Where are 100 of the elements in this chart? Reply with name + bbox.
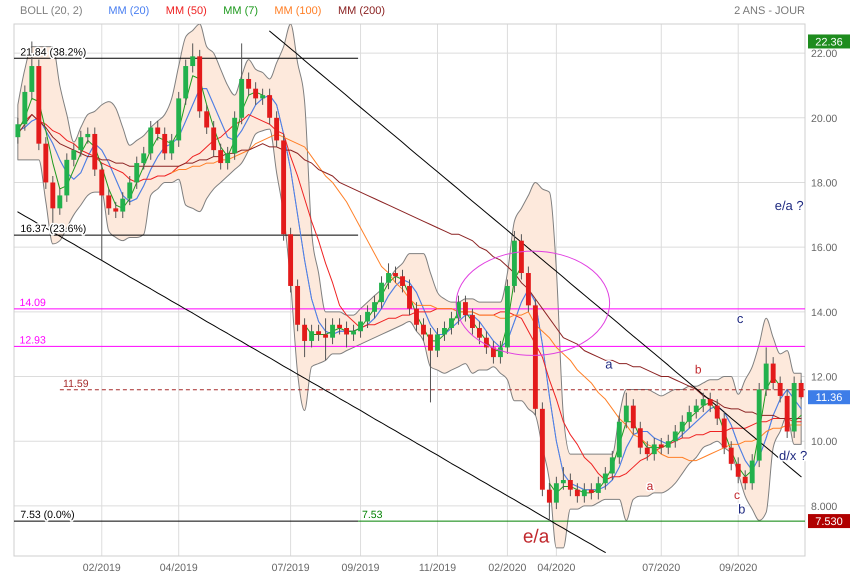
- candlestick: [365, 304, 370, 328]
- candlestick: [574, 482, 580, 504]
- candlestick: [644, 440, 650, 462]
- chart-subtitle: 2 ANS - JOUR: [734, 5, 806, 17]
- candlestick: [162, 126, 168, 160]
- candlestick: [372, 295, 377, 319]
- candlestick: [700, 392, 706, 413]
- ref-line-label: 16.37 (23.6%): [20, 223, 86, 236]
- text: MM (7): [223, 5, 258, 17]
- candlestick: [344, 321, 350, 348]
- text: BOLL (20, 2): [20, 5, 83, 17]
- ref-line-label: 7.53 (0.0%): [20, 509, 75, 522]
- y-tick-label: 8.000: [811, 500, 838, 513]
- y-tick-label: 14.00: [811, 306, 838, 319]
- candlestick: [358, 314, 363, 338]
- candlestick: [393, 266, 398, 284]
- candlestick: [610, 450, 615, 480]
- candlestick: [680, 414, 685, 438]
- annotation: e/a ?: [774, 198, 804, 214]
- candlestick: [624, 392, 629, 429]
- annotation: b: [694, 362, 702, 377]
- ref-line-label: 11.59: [63, 378, 89, 390]
- candlestick: [778, 376, 783, 403]
- candlestick: [421, 318, 426, 342]
- candlestick: [134, 156, 140, 190]
- y-tick-label: 20.00: [811, 112, 838, 125]
- annotation: a: [646, 479, 654, 494]
- annotation: b: [738, 501, 746, 516]
- candlestick: [484, 330, 489, 354]
- y-tick-label: 16.00: [811, 242, 838, 254]
- candlestick: [672, 424, 678, 448]
- annotation: d/x ?: [779, 448, 808, 464]
- candlestick: [260, 88, 266, 106]
- candlestick: [78, 130, 84, 158]
- candlestick: [750, 454, 755, 490]
- candlestick: [246, 72, 252, 96]
- candlestick: [666, 434, 671, 455]
- candlestick: [190, 42, 196, 74]
- candlestick: [798, 379, 804, 400]
- annotation: a: [605, 356, 614, 372]
- candlestick: [225, 146, 230, 170]
- x-tick-label: 02/2020: [488, 562, 527, 574]
- x-tick-label: 04/2019: [160, 562, 198, 574]
- candlestick: [582, 482, 587, 504]
- annotation: e/a: [522, 526, 550, 548]
- candlestick: [490, 340, 496, 364]
- candlestick: [330, 318, 336, 345]
- candlestick: [435, 328, 440, 358]
- candlestick: [204, 104, 210, 134]
- candlestick: [588, 482, 594, 500]
- candlestick: [218, 143, 224, 170]
- candlestick: [71, 143, 76, 167]
- candlestick: [400, 269, 405, 293]
- ref-line-label: 7.53: [362, 509, 383, 522]
- x-tick-label: 07/2020: [642, 562, 680, 574]
- x-tick-label: 02/2019: [82, 562, 121, 574]
- candlestick: [337, 318, 342, 335]
- candlestick: [770, 356, 776, 390]
- x-tick-label: 07/2019: [272, 562, 310, 574]
- y-tick-label: 12.00: [811, 372, 838, 384]
- x-tick-label: 09/2020: [719, 562, 758, 574]
- candlestick: [253, 82, 258, 106]
- candlestick: [638, 421, 643, 455]
- candlestick: [106, 188, 112, 216]
- ref-line-label: 14.09: [20, 296, 46, 309]
- candlestick: [694, 398, 699, 420]
- x-tick-label: 09/2019: [342, 562, 380, 574]
- candlestick: [686, 405, 692, 429]
- candlestick: [155, 120, 160, 141]
- candlestick: [728, 440, 734, 471]
- candlestick: [708, 392, 713, 413]
- candlestick: [351, 324, 356, 342]
- candlestick: [407, 278, 412, 316]
- candlestick: [546, 482, 552, 522]
- candlestick: [442, 321, 447, 342]
- x-tick-label: 04/2020: [537, 562, 576, 574]
- candlestick: [211, 120, 216, 158]
- candlestick: [309, 324, 314, 348]
- y-tick-label: 10.00: [811, 436, 838, 448]
- candlestick: [57, 188, 62, 216]
- annotation: c: [736, 310, 744, 326]
- annotation: 22.36: [815, 36, 843, 48]
- candlestick: [386, 262, 391, 290]
- candlestick: [316, 324, 322, 342]
- candlestick: [714, 398, 720, 426]
- candlestick: [141, 146, 146, 170]
- candlestick: [379, 276, 384, 310]
- y-tick-label: 18.00: [811, 177, 838, 190]
- candlestick: [602, 466, 608, 490]
- candlestick: [560, 466, 566, 490]
- text: MM (100): [274, 5, 322, 17]
- line-series: [17, 211, 606, 553]
- candlestick: [568, 473, 573, 497]
- candlestick: [470, 308, 475, 335]
- candlestick: [554, 476, 559, 510]
- candlestick: [630, 398, 636, 436]
- text: MM (200): [338, 5, 386, 17]
- candlestick: [120, 192, 126, 219]
- y-tick-label: 22.00: [811, 48, 838, 60]
- candlestick: [428, 328, 433, 403]
